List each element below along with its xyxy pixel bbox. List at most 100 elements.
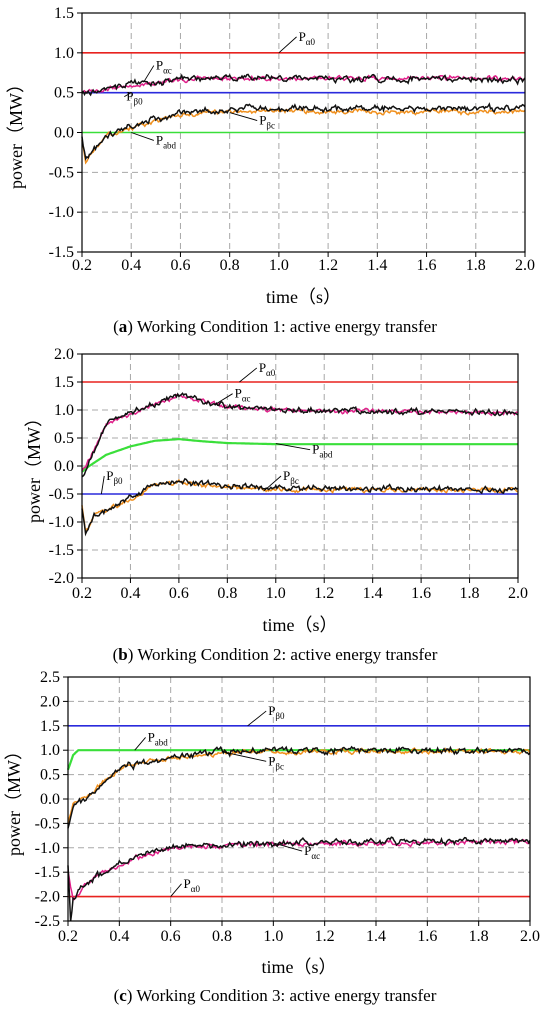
x-tick-label: 0.8: [212, 928, 232, 945]
series-line-measured: [67, 836, 531, 922]
y-tick-label: -1.0: [49, 204, 74, 221]
y-axis-title: power（MW）: [6, 75, 26, 189]
series-line-Pc: [67, 747, 531, 824]
y-axis-title: power（MW）: [4, 742, 24, 856]
y-tick-label: 1.5: [54, 374, 74, 391]
annotation-leader: [100, 475, 105, 495]
series-line-Pc: [81, 107, 526, 165]
x-tick-label: 1.4: [363, 585, 383, 602]
annotation-leader: [273, 842, 303, 852]
x-tick-label: 0.6: [170, 257, 190, 274]
series-annotation-Pα0: Pα0: [259, 360, 276, 378]
y-tick-label: 0.5: [40, 767, 60, 784]
x-tick-label: 1.8: [460, 585, 480, 602]
x-tick-label: 0.4: [121, 257, 141, 274]
x-tick-label: 0.6: [161, 928, 181, 945]
annotation-leader: [247, 710, 267, 727]
series-line-measured: [81, 477, 519, 537]
x-axis-title: time（s）: [262, 957, 337, 977]
annotation-leader: [278, 36, 297, 54]
series-line-Pc: [81, 393, 519, 472]
series-annotation-Pαc: Pαc: [235, 386, 251, 404]
annotation-leader: [221, 751, 267, 762]
x-axis-title: time（s）: [263, 615, 338, 635]
x-tick-label: 1.6: [411, 585, 431, 602]
y-tick-label: 0.0: [54, 458, 74, 475]
annotation-leader: [143, 65, 155, 83]
y-tick-label: -0.5: [49, 486, 74, 503]
x-tick-label: 1.4: [366, 928, 386, 945]
series-annotation-Pβ0: Pβ0: [268, 703, 285, 721]
series-line-measured: [81, 102, 526, 161]
series-annotation-Pβc: Pβc: [283, 468, 299, 486]
figure-caption: (c) Working Condition 3: active energy t…: [114, 986, 437, 1005]
series-line-Pabd: [81, 437, 518, 473]
series-annotation-Pα0: Pα0: [184, 876, 201, 894]
x-tick-label: 0.2: [58, 928, 78, 945]
x-tick-label: 2.0: [515, 257, 535, 274]
x-tick-label: 1.4: [367, 257, 387, 274]
series-line-Pc: [67, 838, 531, 901]
figure-caption: (b) Working Condition 2: active energy t…: [113, 645, 438, 664]
x-tick-label: 0.2: [72, 257, 92, 274]
x-tick-label: 1.0: [266, 585, 286, 602]
y-tick-label: -1.0: [35, 840, 60, 857]
x-tick-label: 0.4: [120, 585, 140, 602]
annotation-leader: [229, 112, 258, 121]
y-tick-label: -0.5: [49, 164, 74, 181]
series-line-measured: [67, 745, 531, 829]
x-tick-label: 1.0: [269, 257, 289, 274]
y-tick-label: -1.5: [49, 244, 74, 261]
annotation-leader: [170, 883, 182, 897]
series-annotation-Pα0: Pα0: [299, 29, 316, 47]
y-tick-label: 0.0: [54, 125, 74, 142]
annotation-leader: [263, 475, 282, 492]
x-tick-label: 0.8: [217, 585, 237, 602]
x-tick-label: 1.2: [314, 585, 334, 602]
y-tick-label: 1.0: [54, 402, 74, 419]
series-annotation-Pβc: Pβc: [268, 753, 284, 771]
y-tick-label: -0.5: [35, 815, 60, 832]
y-tick-label: 2.5: [40, 669, 60, 686]
y-tick-label: 0.0: [40, 791, 60, 808]
y-tick-label: -1.5: [49, 542, 74, 559]
y-tick-label: 0.5: [54, 85, 74, 102]
series-line-measured: [81, 392, 519, 478]
chart-panel-b: 0.2 0.4 0.6 0.8 1.0 1.2 1.4 1.6 1.8 2.0 2.0 1.5 1.0 0…: [24, 346, 528, 664]
x-tick-label: 1.2: [318, 257, 338, 274]
annotation-leader: [131, 132, 154, 141]
series-line-measured: [81, 73, 526, 97]
x-tick-label: 1.6: [417, 257, 437, 274]
y-tick-label: 1.5: [54, 5, 74, 22]
x-tick-label: 0.6: [169, 585, 189, 602]
y-tick-label: 1.0: [54, 45, 74, 62]
annotation-leader: [239, 367, 258, 383]
x-tick-label: 1.8: [466, 257, 486, 274]
x-tick-label: 2.0: [508, 585, 528, 602]
series-annotation-Pabd: Pabd: [156, 132, 177, 150]
x-tick-label: 0.8: [220, 257, 240, 274]
y-tick-label: 1.0: [40, 742, 60, 759]
annotation-leader: [124, 92, 132, 98]
series-annotation-Pβc: Pβc: [259, 113, 275, 131]
y-tick-label: 2.0: [54, 346, 74, 363]
x-tick-label: 1.0: [263, 928, 283, 945]
series-annotation-Pabd: Pabd: [148, 729, 169, 747]
x-tick-label: 1.8: [469, 928, 489, 945]
y-axis-title: power（MW）: [24, 409, 44, 523]
chart-panel-c: 0.2 0.4 0.6 0.8 1.0 1.2 1.4 1.6 1.8 2.0 2.5 2.0 1.5 1…: [4, 669, 540, 1005]
annotation-leader: [134, 737, 146, 751]
y-tick-label: -2.0: [49, 570, 74, 587]
y-tick-label: 2.0: [40, 693, 60, 710]
y-tick-label: -2.5: [35, 913, 60, 930]
y-tick-label: 1.5: [40, 718, 60, 735]
y-tick-label: -1.0: [49, 514, 74, 531]
chart-panel-a: 0.2 0.4 0.6 0.8 1.0 1.2 1.4 1.6 1.8 2.0 1.5 1.0 0.5 0…: [6, 5, 535, 336]
figure-caption: (a) Working Condition 1: active energy t…: [113, 317, 437, 336]
x-axis-title: time（s）: [266, 287, 341, 307]
x-tick-label: 0.4: [109, 928, 129, 945]
series-annotation-Pβ0: Pβ0: [126, 89, 143, 107]
x-tick-label: 1.6: [417, 928, 437, 945]
y-tick-label: -1.5: [35, 864, 60, 881]
